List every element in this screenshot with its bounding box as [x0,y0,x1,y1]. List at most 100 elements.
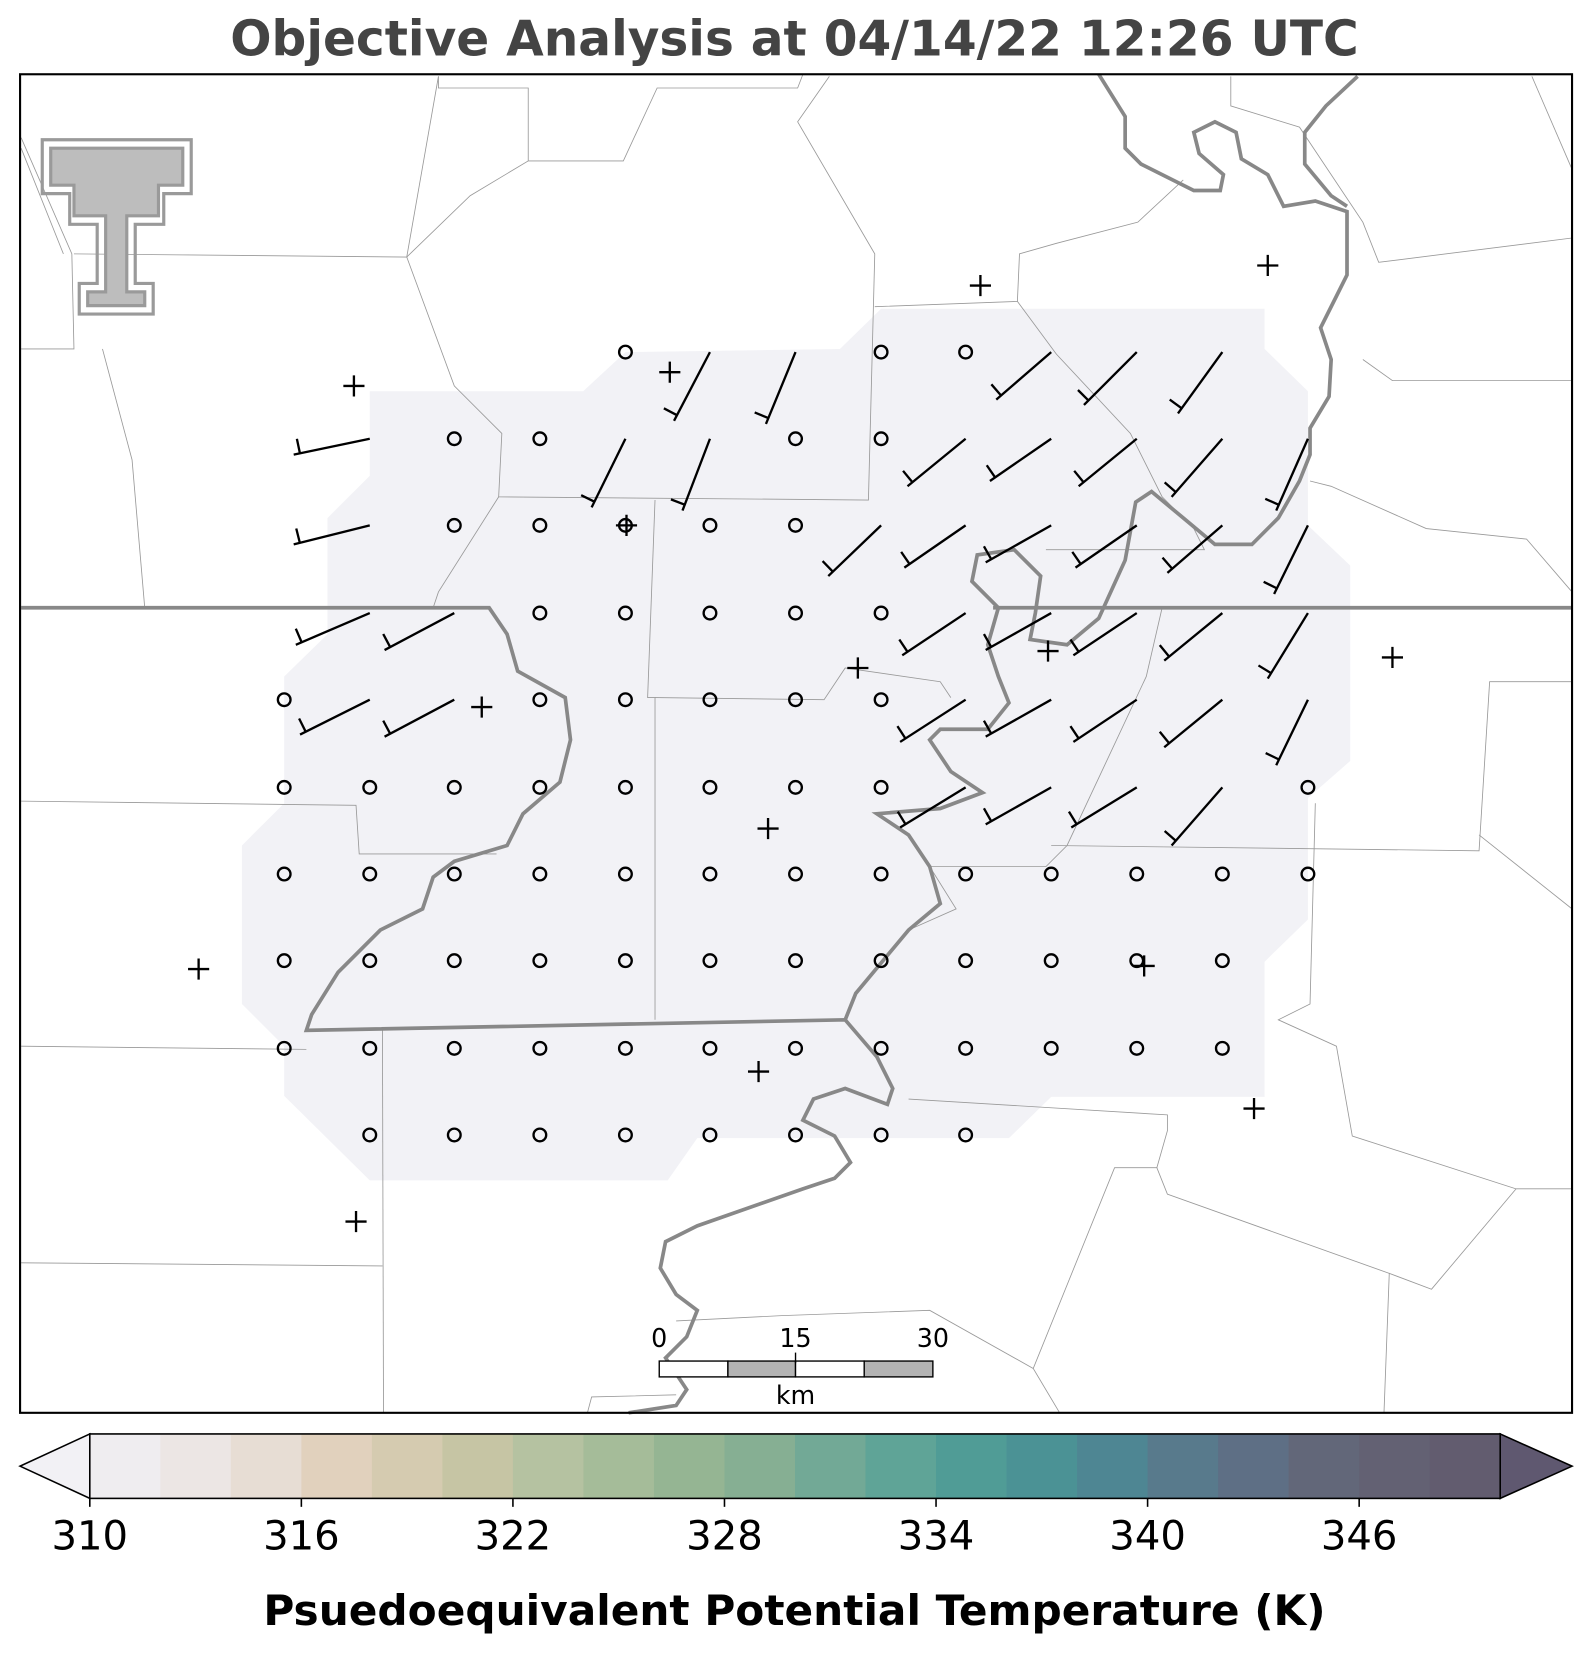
station-calm [276,692,292,708]
barb-flag [670,498,686,506]
station-calm [532,866,548,882]
barb-flag [1069,638,1080,653]
wind-barb [1163,437,1224,498]
station-calm [873,344,889,360]
station-calm [958,344,974,360]
barb-shaft [1273,524,1309,595]
colorbar-bin [89,1433,161,1499]
colorbar-frame [89,1433,1501,1500]
station-calm [446,779,462,795]
barb-flag [1158,731,1171,744]
station-calm [617,953,633,969]
barb-shaft [899,786,967,829]
barb-flag [1163,481,1177,493]
station-calm [446,866,462,882]
barb-shaft [1166,524,1224,574]
station-calm [446,1040,462,1056]
barb-shaft [1163,698,1224,749]
station-calm [617,605,633,621]
barb-shaft [1072,698,1138,743]
barb-shaft [903,524,967,569]
station-calm [532,1040,548,1056]
county-lines [20,74,1573,1414]
station-calm [532,953,548,969]
station-calm [958,1127,974,1143]
missing-station [615,514,638,536]
station-calm [1129,866,1145,882]
station-calm [532,431,548,447]
scale-unit: km [776,1380,815,1410]
rivers-and-state-lines [21,73,1573,1415]
missing-station [1133,955,1155,977]
colorbar-tick-label: 316 [263,1514,340,1560]
wind-barb [1263,524,1309,595]
station-calm [702,953,718,969]
barb-shaft [1170,437,1224,498]
station-calm [617,779,633,795]
wind-barb [896,786,967,829]
station-calm [873,953,889,969]
station-calm [1214,953,1230,969]
barb-shaft [985,612,1052,652]
station-calm [702,605,718,621]
scale-segment [727,1360,797,1378]
barb-shaft [384,612,455,652]
station-calm [362,1127,378,1143]
barb-shaft [1083,351,1138,406]
barb-shaft [1072,612,1138,657]
station-calm [958,1040,974,1056]
station-calm [958,953,974,969]
station-calm [788,1040,804,1056]
barb-flag [902,470,914,484]
barb-flag [1163,830,1177,842]
station-calm [873,1040,889,1056]
wind-barb [1257,612,1309,680]
wind-barb [1158,698,1224,749]
scale-label: 0 [651,1323,667,1353]
missing-station [659,361,681,383]
wind-barb [1264,438,1309,512]
station-calm [1214,866,1230,882]
station-calm [702,692,718,708]
station-calm [873,779,889,795]
barb-shaft [901,612,967,657]
barb-shaft [1170,786,1224,847]
colorbar: Psuedoequivalent Potential Temperature (… [18,1432,1574,1635]
station-calm [276,779,292,795]
station-calm [446,953,462,969]
stations [188,254,1404,1233]
station-calm [617,1127,633,1143]
wind-barb [754,351,797,425]
station-calm [276,1040,292,1056]
barb-flag [990,383,1002,397]
barb-shaft [906,437,967,488]
wind-barb [1161,524,1224,574]
analysis-region [241,308,1351,1181]
station-calm [1043,866,1059,882]
wind-barb [670,438,712,511]
wind-barb [1077,351,1138,406]
colorbar-bin [1147,1433,1219,1499]
station-calm [446,1127,462,1143]
station-calm [532,1127,548,1143]
station-calm [702,1127,718,1143]
colorbar-bin [583,1433,655,1499]
scale-label: 15 [779,1323,811,1353]
barb-shaft [985,524,1052,564]
barb-flag [896,810,907,825]
barb-flag [982,633,993,648]
barb-flag [821,560,834,573]
station-calm [276,866,292,882]
map: 0 15 30 km [19,73,1574,1415]
station-calm [788,692,804,708]
wind-barb [990,351,1052,401]
barb-flag [295,438,302,454]
barb-flag [1257,664,1272,675]
barb-flag [1077,389,1090,402]
colorbar-bin [371,1433,443,1499]
wind-barb [382,612,455,652]
station-calm [532,605,548,621]
barb-shaft [295,611,371,646]
station-calm [362,866,378,882]
